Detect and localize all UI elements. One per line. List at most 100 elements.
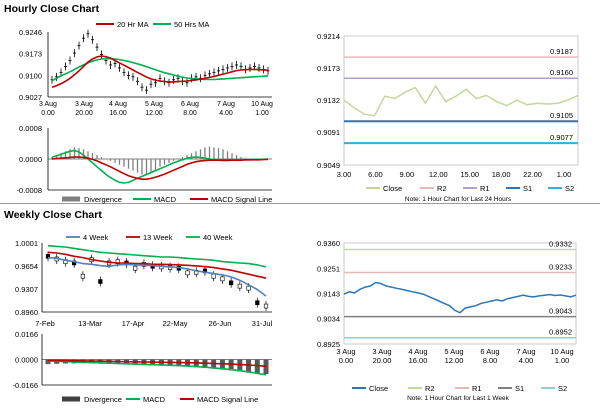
weekly-pivot-r1-label: 0.9233 — [549, 262, 572, 271]
hourly-price-xtick-time: 1.00 — [255, 110, 269, 117]
weekly-divergence-bar — [45, 359, 51, 365]
hourly-price-xtick-time: 12.00 — [145, 110, 163, 117]
weekly-pivot-ytick: 0.9360 — [317, 239, 340, 248]
weekly-divergence-bar — [263, 359, 269, 375]
weekly-legend-40wk-label: 40 Week — [203, 233, 233, 242]
hourly-pivot-ytick: 0.9173 — [317, 64, 340, 73]
weekly-pivot-ytick: 0.9034 — [317, 315, 340, 324]
weekly-pivot-s1-label: 0.9043 — [549, 307, 572, 316]
weekly-price-ytick: 1.0001 — [15, 239, 38, 248]
hourly-price-ytick: 0.9027 — [19, 93, 42, 102]
weekly-macd-line — [47, 360, 267, 376]
hourly-20hr-ma-line — [51, 55, 269, 88]
weekly-price-ytick: 0.9307 — [15, 285, 38, 294]
hourly-pivot-ytick: 0.9091 — [317, 128, 340, 137]
hourly-price-xtick-date: 7 Aug — [217, 101, 235, 108]
hourly-pivot-xtick: 15.00 — [460, 170, 479, 179]
hourly-pivot-xtick: 1.00 — [557, 170, 572, 179]
hourly-pivot-close-line — [343, 84, 579, 117]
hourly-pivot-xtick: 22.00 — [523, 170, 542, 179]
hourly-pivot-xtick: 6.00 — [368, 170, 383, 179]
weekly-pivot-s2-label: 0.8952 — [549, 328, 572, 337]
hourly-macd-ytick: 0.0000 — [19, 155, 42, 164]
hourly-pivot-r1-label: 0.9160 — [550, 68, 573, 77]
weekly-pivot-legend-s2-label: S2 — [558, 384, 567, 393]
hourly-pivot-s2-label: 0.9077 — [550, 133, 573, 142]
weekly-pivot-ytick: 0.8925 — [317, 340, 340, 349]
weekly-pivot-xtick-date: 7 Aug — [516, 347, 535, 356]
hourly-price-ytick: 0.9100 — [19, 71, 42, 80]
weekly-price-ytick: 0.9654 — [15, 262, 38, 271]
hourly-price-xtick-time: 8.00 — [183, 110, 197, 117]
weekly-pivot-xtick-date: 6 Aug — [480, 347, 499, 356]
weekly-price-xtick: 7-Feb — [35, 319, 55, 328]
weekly-price-candle — [98, 279, 103, 284]
hourly-pivot-legend-close-label: Close — [383, 184, 402, 193]
weekly-price-xtick: 26-Jun — [209, 319, 232, 328]
weekly-price-candle — [133, 265, 138, 271]
weekly-pivot-close-line — [343, 281, 577, 314]
weekly-legend-macd-label: MACD — [143, 395, 166, 404]
hourly-price-xtick-date: 10 Aug — [251, 101, 273, 108]
hourly-price-xtick-time: 0.00 — [41, 110, 55, 117]
hourly-macd-ytick: -0.0008 — [17, 186, 42, 195]
hourly-price-xtick-time: 20.00 — [75, 110, 93, 117]
weekly-pivot-xtick-date: 3 Aug — [372, 347, 391, 356]
weekly-pivot-r2-label: 0.9332 — [549, 240, 572, 249]
weekly-13wk-ma-line — [47, 251, 267, 279]
hourly-pivot-xtick: 3.00 — [337, 170, 352, 179]
hourly-signal-line — [51, 156, 268, 180]
hourly-pivot-frame — [343, 35, 579, 166]
hourly-pivot-ytick: 0.9214 — [317, 32, 340, 41]
weekly-price-ytick: 0.8960 — [15, 308, 38, 317]
weekly-macd-ytick: 0.0000 — [15, 356, 38, 365]
weekly-legend-signal-label: MACD Signal Line — [197, 395, 258, 404]
hourly-pivot-r2-label: 0.9187 — [550, 47, 573, 56]
weekly-pivot-ytick: 0.9143 — [317, 289, 340, 298]
weekly-price-candle — [255, 300, 260, 306]
hourly-price-xtick-date: 3 Aug — [75, 101, 93, 108]
hourly-pivot-xtick: 9.00 — [400, 170, 415, 179]
weekly-40wk-ma-line — [47, 244, 267, 268]
hourly-pivot-legend-s2-label: S2 — [565, 184, 574, 193]
hourly-section-title: Hourly Close Chart — [4, 3, 100, 15]
weekly-legend-13wk-label: 13 Week — [143, 233, 173, 242]
hourly-pivot-legend-s1-label: S1 — [523, 184, 532, 193]
hourly-legend-divergence-swatch — [62, 196, 80, 202]
weekly-pivot-xtick-time: 16.00 — [409, 356, 428, 365]
hourly-pivot-note: Note: 1 Hour Chart for Last 24 Hours — [405, 196, 512, 203]
weekly-divergence-bar — [228, 359, 234, 371]
weekly-legend-divergence-swatch — [62, 396, 80, 402]
hourly-legend-signal-label: MACD Signal Line — [211, 195, 272, 204]
hourly-pivot-s1-label: 0.9105 — [550, 111, 573, 120]
hourly-macd-ytick: 0.0008 — [19, 124, 42, 133]
weekly-pivot-xtick-date: 10 Aug — [550, 347, 573, 356]
weekly-signal-line — [47, 359, 267, 368]
weekly-pivot-xtick-time: 20.00 — [373, 356, 392, 365]
hourly-legend-divergence-label: Divergence — [84, 195, 122, 204]
weekly-price-xtick: 17-Apr — [122, 319, 145, 328]
hourly-price-xtick-date: 3 Aug — [39, 101, 57, 108]
hourly-legend-20hr-ma-label: 20 Hr MA — [117, 20, 149, 29]
weekly-price-candle — [229, 280, 234, 286]
hourly-pivot-legend-r2-label: R2 — [437, 184, 447, 193]
weekly-divergence-bar — [246, 359, 252, 373]
weekly-pivot-legend-r2-label: R2 — [425, 384, 435, 393]
hourly-pivot-legend-r1-label: R1 — [480, 184, 490, 193]
weekly-divergence-bar — [237, 359, 243, 372]
weekly-pivot-xtick-date: 4 Aug — [408, 347, 427, 356]
weekly-price-candle — [80, 273, 85, 279]
weekly-price-candle — [246, 285, 251, 291]
weekly-section-title: Weekly Close Chart — [4, 209, 102, 221]
hourly-price-xtick-time: 4.00 — [219, 110, 233, 117]
weekly-price-xtick: 13-Mar — [78, 319, 102, 328]
weekly-pivot-xtick-time: 8.00 — [483, 356, 498, 365]
weekly-price-candle — [220, 276, 225, 282]
weekly-pivot-xtick-time: 4.00 — [519, 356, 534, 365]
weekly-pivot-legend-close-label: Close — [369, 384, 388, 393]
weekly-price-candle — [237, 283, 242, 289]
weekly-pivot-legend-s1-label: S1 — [515, 384, 524, 393]
hourly-pivot-xtick: 18.00 — [492, 170, 511, 179]
hourly-price-xtick-date: 6 Aug — [181, 101, 199, 108]
